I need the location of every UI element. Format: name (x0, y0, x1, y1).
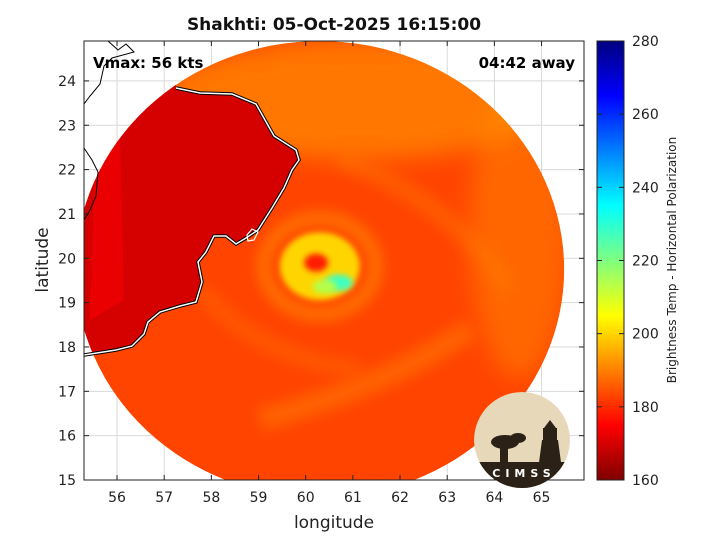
rainband (336, 150, 518, 295)
colorbar-tick-label: 200 (632, 327, 659, 343)
microwave-swath (84, 41, 565, 480)
rainband (257, 320, 476, 431)
x-tick-label: 59 (250, 490, 268, 506)
y-tick-label: 21 (58, 207, 76, 223)
eyewall-max (312, 279, 337, 294)
colorbar-ticks: 160 180 200 220 240 260 280 (597, 34, 659, 489)
x-axis-ticks: 56 57 58 59 60 61 62 63 64 65 (108, 41, 550, 506)
x-tick-label: 56 (108, 490, 126, 506)
eye (304, 253, 329, 272)
x-tick-label: 60 (297, 490, 315, 506)
coastline-outside (84, 41, 135, 105)
chart-title: Shakhti: 05-Oct-2025 16:15:00 (187, 15, 481, 35)
x-tick-label: 65 (533, 490, 551, 506)
y-tick-label: 23 (58, 118, 76, 134)
axes-frame (83, 40, 585, 481)
y-tick-label: 22 (58, 163, 76, 179)
island (246, 228, 259, 242)
water-tower-icon (543, 428, 557, 440)
coastline (84, 87, 300, 356)
colorbar-tick-label: 280 (632, 34, 659, 50)
eyewall-outer (258, 213, 381, 320)
logo-text: CIMSS (492, 467, 555, 480)
x-axis-label: longitude (294, 513, 374, 533)
x-tick-label: 63 (438, 490, 456, 506)
land-area (84, 41, 299, 355)
x-tick-label: 57 (155, 490, 173, 506)
y-axis-label: latitude (33, 227, 53, 292)
colorbar-tick-label: 260 (632, 107, 659, 123)
colorbar-tick-label: 160 (632, 473, 659, 489)
rainband (193, 284, 361, 378)
cimss-logo: CIMSS (474, 392, 570, 488)
y-tick-label: 19 (58, 296, 76, 312)
colorbar-label: Brightness Temp - Horizontal Polarizatio… (665, 137, 679, 384)
y-tick-label: 16 (58, 429, 76, 445)
vmax-annotation: Vmax: 56 kts (93, 54, 203, 72)
y-axis-ticks: 15 16 17 18 19 20 21 22 23 24 (58, 74, 584, 489)
y-tick-label: 15 (58, 473, 76, 489)
y-tick-label: 24 (58, 74, 76, 90)
x-tick-label: 58 (202, 490, 220, 506)
colorbar-tick-label: 180 (632, 400, 659, 416)
x-tick-label: 61 (344, 490, 362, 506)
y-tick-label: 18 (58, 340, 76, 356)
x-tick-label: 62 (391, 490, 409, 506)
x-tick-label: 64 (485, 490, 503, 506)
colorbar-tick-label: 240 (632, 180, 659, 196)
y-tick-label: 20 (58, 251, 76, 267)
colorbar-tick-label: 220 (632, 254, 659, 270)
y-tick-label: 17 (58, 384, 76, 400)
time-away-annotation: 04:42 away (479, 54, 576, 72)
coastline-outside (84, 147, 99, 221)
